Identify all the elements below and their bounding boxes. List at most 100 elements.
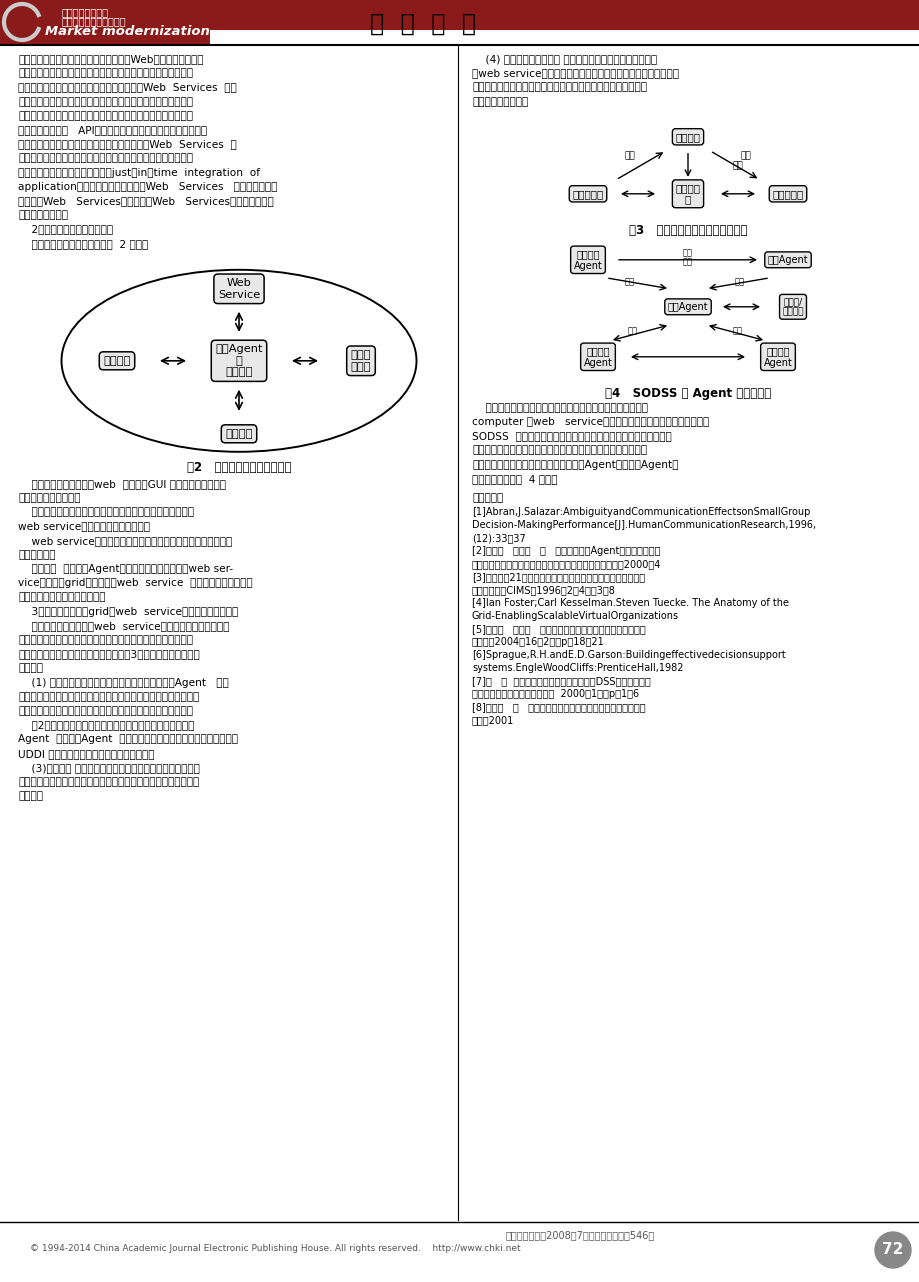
Text: 集成、执行管理几个阶段的支持，对如图3所示：系统主要包括以: 集成、执行管理几个阶段的支持，对如图3所示：系统主要包括以: [18, 649, 199, 659]
Text: (1) 决策问题分解：通过用户接口接受决策问题，Agent   负责: (1) 决策问题分解：通过用户接口接受决策问题，Agent 负责: [18, 678, 229, 687]
Text: web service相对应的硬件计算资源。: web service相对应的硬件计算资源。: [18, 522, 150, 532]
Text: 经  营  管  理: 经 营 管 理: [369, 12, 475, 36]
Text: 全国贸易经济类核心期刊: 全国贸易经济类核心期刊: [62, 15, 127, 26]
Text: 服务在语义上的对应和匹配，为服务定位和资源定位建立条件。: 服务在语义上的对应和匹配，为服务定位和资源定位建立条件。: [18, 706, 193, 717]
Text: 用户接口: 用户接口: [225, 428, 253, 438]
Text: 系统及其在经营管理过程中的应用．系统工程理论与实践，2000，4: 系统及其在经营管理过程中的应用．系统工程理论与实践，2000，4: [471, 559, 661, 569]
Text: (4) 资源调度和服务部署 为了完成用户提交的决策任务和满: (4) 资源调度和服务部署 为了完成用户提交的决策任务和满: [471, 54, 656, 64]
Text: 下功能：: 下功能：: [18, 663, 43, 673]
Text: Agent  来实现，Agent  根据子任务的要求，依靠服务描述信息查询: Agent 来实现，Agent 根据子任务的要求，依靠服务描述信息查询: [18, 735, 238, 745]
Text: 任务管理
Agent: 任务管理 Agent: [573, 249, 602, 271]
Text: 理科学，2004，16（2）：p．18～21: 理科学，2004，16（2）：p．18～21: [471, 637, 604, 647]
Text: web service部署在网络中，将被系统根据具体问题进行发现、: web service部署在网络中，将被系统根据具体问题进行发现、: [18, 536, 232, 546]
Text: 发布: 发布: [740, 151, 751, 160]
Text: 版社，2001: 版社，2001: [471, 715, 514, 726]
Text: © 1994-2014 China Academic Journal Electronic Publishing House. All rights reser: © 1994-2014 China Academic Journal Elect…: [30, 1244, 520, 1253]
Text: 提高。其中的智能化管理工作将主要依靠Agent来完成，Agent之: 提高。其中的智能化管理工作将主要依靠Agent来完成，Agent之: [471, 460, 678, 469]
Text: 耦合关系基础上的，大部分系统包括面向Web的系统，都是高度: 耦合关系基础上的，大部分系统包括面向Web的系统，都是高度: [18, 54, 203, 64]
Text: 持用户输入决策任务。: 持用户输入决策任务。: [18, 494, 81, 503]
Text: 耦合应用或子系统。这种应用对系统的变化十分敏感，任何一个: 耦合应用或子系统。这种应用对系统的变化十分敏感，任何一个: [18, 68, 193, 78]
Text: (12):33～37: (12):33～37: [471, 533, 525, 544]
Text: 或独占。: 或独占。: [18, 791, 43, 801]
Text: 面向服务架构的概念模型如图  2 所示：: 面向服务架构的概念模型如图 2 所示：: [18, 238, 148, 249]
Text: 构研究．系统工程理论与实践，  2000（1）：p．1～6: 构研究．系统工程理论与实践， 2000（1）：p．1～6: [471, 690, 639, 699]
Text: 网格云算在缺乏标准和整合技术时，只能整合同平台架构的: 网格云算在缺乏标准和整合技术时，只能整合同平台架构的: [471, 403, 647, 413]
Text: 存储资源和网络资源）进行匹配，找到最好最合理的资源分配方: 存储资源和网络资源）进行匹配，找到最好最合理的资源分配方: [471, 82, 646, 92]
Text: (3)资源发现 资源是可以在一段时间内使用的可更新或不可: (3)资源发现 资源是可以在一段时间内使用的可更新或不可: [18, 763, 199, 773]
Text: 数据库/
数据仓库: 数据库/ 数据仓库: [781, 297, 803, 317]
Text: 弱化了系统的耦合性并提高了系统的动态绑定能力，系统中所有: 弱化了系统的耦合性并提高了系统的动态绑定能力，系统中所有: [18, 96, 193, 106]
Text: 注册: 注册: [682, 249, 692, 258]
Text: 可以通过Web   Services获得由更多Web   Services协调运作所提供: 可以通过Web Services获得由更多Web Services协调运作所提供: [18, 196, 274, 206]
Text: SODSS  中，通过具有整合异地资源的网格运算与具有整合异质性: SODSS 中，通过具有整合异地资源的网格运算与具有整合异质性: [471, 431, 671, 441]
Text: 成制造系统一CIMS，1996，2（4）：3～8: 成制造系统一CIMS，1996，2（4）：3～8: [471, 585, 615, 595]
Text: 《商场现代化》2008年7月（下旬刊）总第546期: 《商场现代化》2008年7月（下旬刊）总第546期: [505, 1229, 654, 1240]
Text: 确定: 确定: [732, 162, 743, 171]
Text: 供了一种新的面向服务的构造方法，构造应用只是发现并重组可: 供了一种新的面向服务的构造方法，构造应用只是发现并重组可: [18, 154, 193, 163]
Text: Market modernization: Market modernization: [45, 26, 210, 38]
Text: 中央控制  主要是以Agent为主的智能管理，支持对web ser-: 中央控制 主要是以Agent为主的智能管理，支持对web ser-: [18, 564, 233, 574]
Text: 服务提供者: 服务提供者: [772, 188, 803, 199]
Text: 件公布其消息调用   API。构造一个应用只需要通过服务查找机制: 件公布其消息调用 API。构造一个应用只需要通过服务查找机制: [18, 126, 207, 135]
Text: 管理Agent: 管理Agent: [667, 301, 708, 312]
Text: vice的管理、grid资源管理、web  service  与资源的对应、执行，: vice的管理、grid资源管理、web service 与资源的对应、执行，: [18, 578, 253, 588]
Text: 系统的网络服务互相结合，使决策系统的实时性和动态性得到了: 系统的网络服务互相结合，使决策系统的实时性和动态性得到了: [471, 445, 646, 455]
Circle shape: [874, 1232, 910, 1268]
Bar: [0, 29, 210, 45]
Text: 基于Agent
的
中央管理: 基于Agent 的 中央管理: [215, 344, 263, 377]
Text: 全国中文核心期刊: 全国中文核心期刊: [62, 6, 108, 17]
Bar: [0, 0, 919, 29]
Text: 服务的搜索、网络资源的选择、网格服务在网络资源上的部署、: 服务的搜索、网络资源的选择、网格服务在网络资源上的部署、: [18, 635, 193, 645]
Text: 更新的东西。它们的所有者可能向其他使用资源的人收费、共享，: 更新的东西。它们的所有者可能向其他使用资源的人收费、共享，: [18, 777, 199, 787]
Text: 3．基于代理机制的grid与web  service结合的系统结构模型: 3．基于代理机制的grid与web service结合的系统结构模型: [18, 606, 238, 617]
Text: [4]Ian Foster;Carl Kesselman.Steven Tuecke. The Anatomy of the: [4]Ian Foster;Carl Kesselman.Steven Tuec…: [471, 599, 789, 608]
Text: [5]李向阳   王颜新   项同德：虚拟企业组件模型化的框架．管: [5]李向阳 王颜新 项同德：虚拟企业组件模型化的框架．管: [471, 624, 645, 635]
Text: 足web service的应用要求，把网格中所有可用资源（计算资源、: 足web service的应用要求，把网格中所有可用资源（计算资源、: [471, 68, 678, 78]
Text: 发现: 发现: [624, 151, 635, 160]
Text: [8]余瑞钧   陈   奇：智能决策支持系统实现技术．浙江大学出: [8]余瑞钧 陈 奇：智能决策支持系统实现技术．浙江大学出: [471, 703, 645, 713]
Text: [3]蒋新松：21世纪企业的主要模式一敏捷制造企业．计算机集: [3]蒋新松：21世纪企业的主要模式一敏捷制造企业．计算机集: [471, 572, 644, 582]
Text: computer 而web   service的特性是处理异构平台的整合，因此在: computer 而web service的特性是处理异构平台的整合，因此在: [471, 417, 709, 427]
Text: 服务请求者: 服务请求者: [572, 188, 603, 199]
Text: 服务管理
Agent: 服务管理 Agent: [583, 346, 612, 368]
Text: 用的网络服务，即应用实时集成（just－in－time  integration  of: 用的网络服务，即应用实时集成（just－in－time integration …: [18, 168, 260, 178]
Text: 事务代理: 事务代理: [675, 132, 699, 142]
Text: Grid-EnablingScalableVirtualOrganizations: Grid-EnablingScalableVirtualOrganization…: [471, 612, 678, 622]
Text: 72: 72: [881, 1242, 902, 1258]
Text: [7]杜   江  孙玉芳：基于面向对象模型库的DSS可重用体系结: [7]杜 江 孙玉芳：基于面向对象模型库的DSS可重用体系结: [471, 676, 650, 686]
Text: 式和资源调度策略。: 式和资源调度策略。: [471, 96, 528, 106]
Text: 将决策问题分解为一系列单独的子任务序列表，方便子任务与网络: 将决策问题分解为一系列单独的子任务序列表，方便子任务与网络: [18, 692, 199, 701]
Text: 注册: 注册: [732, 327, 743, 336]
Text: 注册: 注册: [682, 258, 692, 267]
Text: 其中：用户接口主要以web  方式提供GUI 与用户进行交互，支: 其中：用户接口主要以web 方式提供GUI 与用户进行交互，支: [18, 478, 226, 488]
Text: UDDI 来寻找和锁定、调用合适的网络服务。: UDDI 来寻找和锁定、调用合适的网络服务。: [18, 749, 154, 759]
Text: 图2   面向服务架构的概念模型: 图2 面向服务架构的概念模型: [187, 460, 291, 474]
Text: 组合、调用。: 组合、调用。: [18, 550, 55, 560]
Text: （2）网络服务的发现和搜索：主要通过系统中的服务搜索: （2）网络服务的发现和搜索：主要通过系统中的服务搜索: [18, 720, 194, 731]
Text: 的更高级的服务。: 的更高级的服务。: [18, 210, 68, 221]
Text: 图4   SODSS 中 Agent 之间关系图: 图4 SODSS 中 Agent 之间关系图: [604, 387, 770, 400]
Text: 图3   基于代理技术的服务应用模型: 图3 基于代理技术的服务应用模型: [628, 224, 746, 237]
Text: Web
Service: Web Service: [218, 278, 260, 300]
Text: 注册: 注册: [628, 327, 637, 336]
Text: 的组件都是服务，这些组件封装其操作并向网络上的其他协作组: 的组件都是服务，这些组件封装其操作并向网络上的其他协作组: [18, 110, 193, 121]
Text: 2．面向服务架构的概念模型: 2．面向服务架构的概念模型: [18, 224, 113, 235]
Text: 资源提供
者: 资源提供 者: [675, 183, 699, 205]
Text: 子系统输出的变化都常常导致整个系统崩溃。Web  Services  系统: 子系统输出的变化都常常导致整个系统崩溃。Web Services 系统: [18, 82, 236, 92]
Text: 以及决策系统构建的流程控制。: 以及决策系统构建的流程控制。: [18, 592, 106, 603]
Text: 基于代理技术的网格与web  service的融合模型提供了对网格: 基于代理技术的网格与web service的融合模型提供了对网格: [18, 620, 229, 631]
Text: 参考文献：: 参考文献：: [471, 494, 503, 503]
Text: 数据Agent: 数据Agent: [766, 255, 808, 265]
Text: 资源管理
Agent: 资源管理 Agent: [763, 346, 791, 368]
Text: application）。因此，不仅可以通过Web   Services   获得服务，而且: application）。因此，不仅可以通过Web Services 获得服务，…: [18, 182, 277, 192]
Text: systems.EngleWoodCliffs:PrenticeHall,1982: systems.EngleWoodCliffs:PrenticeHall,198…: [471, 663, 683, 673]
Text: [2]黄必清   刘文煌   吴   兵：基于智能Agent的群体决策支持: [2]黄必清 刘文煌 吴 兵：基于智能Agent的群体决策支持: [471, 546, 660, 556]
Text: 注册: 注册: [734, 278, 744, 287]
Text: 找到需要的服务并将这些服务重新组合。因此，Web  Services  提: 找到需要的服务并将这些服务重新组合。因此，Web Services 提: [18, 140, 236, 149]
Text: 间的协作关系如图  4 所示：: 间的协作关系如图 4 所示：: [471, 474, 557, 483]
Text: 网格资
源管理: 网格资 源管理: [350, 350, 371, 372]
Text: 数据资源: 数据资源: [103, 356, 130, 365]
Text: [6]Sprague,R.H.andE.D.Garson:Buildingeffectivedecisionsupport: [6]Sprague,R.H.andE.D.Garson:Buildingeff…: [471, 650, 785, 660]
Text: [1]Abran,J.Salazar:AmbiguityandCommunicationEffectsonSmallGroup: [1]Abran,J.Salazar:AmbiguityandCommunica…: [471, 508, 810, 517]
Text: 网络资源管理为整个系统提供可用资源，这些资源主要是与: 网络资源管理为整个系统提供可用资源，这些资源主要是与: [18, 508, 194, 517]
